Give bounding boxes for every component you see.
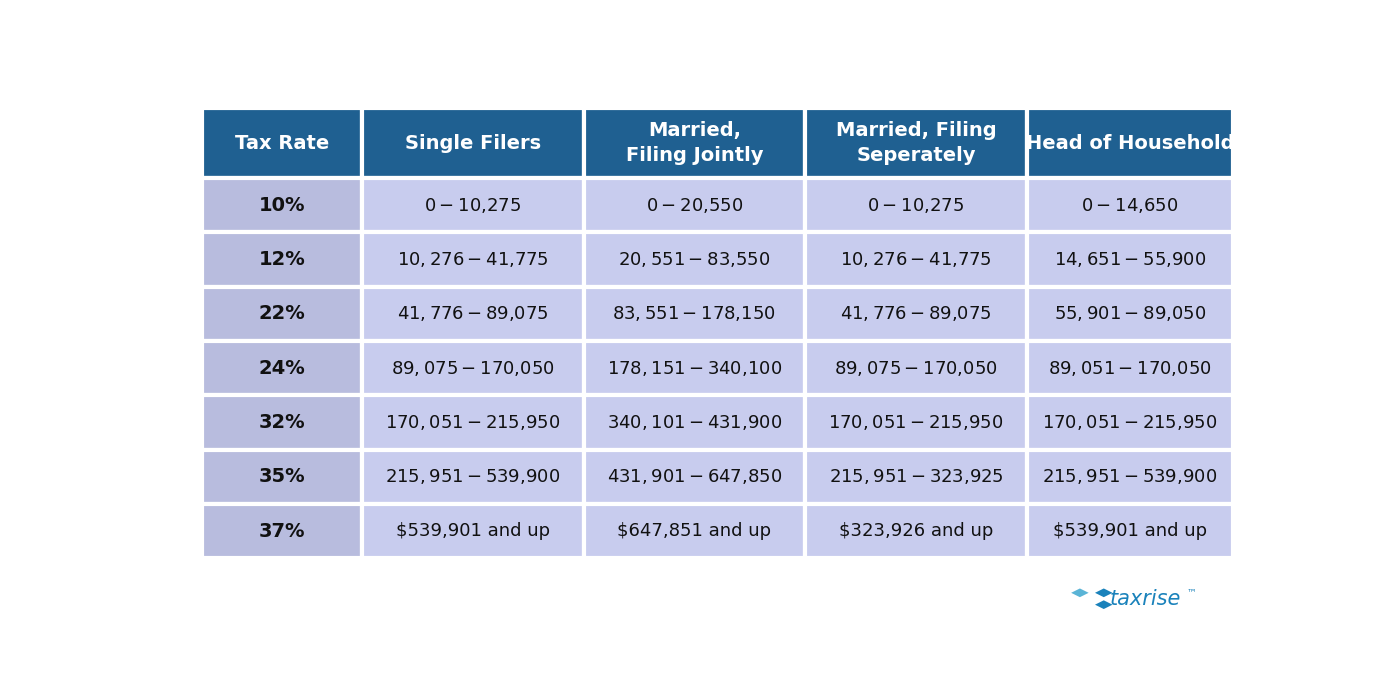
Bar <box>202 395 361 449</box>
Bar <box>805 395 1026 449</box>
Text: $10,276 - $41,775: $10,276 - $41,775 <box>396 250 549 269</box>
Bar <box>361 108 584 178</box>
Text: $178,151 - $340,100: $178,151 - $340,100 <box>606 358 781 378</box>
Text: 32%: 32% <box>259 413 305 432</box>
Polygon shape <box>1095 601 1113 609</box>
Text: $0 - $14,650: $0 - $14,650 <box>1081 196 1179 215</box>
Text: $539,901 and up: $539,901 and up <box>396 522 550 540</box>
Text: $10,276 - $41,775: $10,276 - $41,775 <box>840 250 991 269</box>
Text: 10%: 10% <box>259 196 305 215</box>
Text: 35%: 35% <box>259 468 305 486</box>
Text: $83,551 - $178,150: $83,551 - $178,150 <box>612 304 776 323</box>
Bar <box>1026 341 1233 395</box>
Bar <box>805 287 1026 341</box>
Text: $89,075 - $170,050: $89,075 - $170,050 <box>391 358 554 378</box>
Text: Married,
Filing Jointly: Married, Filing Jointly <box>626 121 763 165</box>
Polygon shape <box>1095 589 1113 597</box>
Bar <box>1026 395 1233 449</box>
Bar <box>202 341 361 395</box>
Text: $89,075 - $170,050: $89,075 - $170,050 <box>834 358 998 378</box>
Bar <box>202 504 361 559</box>
Text: $170,051 - $215,950: $170,051 - $215,950 <box>1042 413 1218 432</box>
Text: $215,951 - $539,900: $215,951 - $539,900 <box>1042 468 1218 486</box>
Text: 24%: 24% <box>259 358 305 378</box>
Text: $431,901 - $647,850: $431,901 - $647,850 <box>606 468 781 486</box>
Bar <box>202 287 361 341</box>
Text: $0 - $20,550: $0 - $20,550 <box>645 196 743 215</box>
Text: $170,051 - $215,950: $170,051 - $215,950 <box>385 413 560 432</box>
Bar <box>584 449 805 504</box>
Bar <box>805 504 1026 559</box>
Bar <box>202 108 361 178</box>
Text: $215,951 - $539,900: $215,951 - $539,900 <box>385 468 560 486</box>
Text: 12%: 12% <box>259 250 305 269</box>
Bar <box>1026 504 1233 559</box>
Text: $41,776 - $89,075: $41,776 - $89,075 <box>396 304 549 323</box>
Bar <box>202 178 361 232</box>
Bar <box>361 341 584 395</box>
Bar <box>584 108 805 178</box>
Bar <box>361 449 584 504</box>
Text: $323,926 and up: $323,926 and up <box>839 522 993 540</box>
Bar <box>361 395 584 449</box>
Bar <box>584 341 805 395</box>
Bar <box>584 395 805 449</box>
Bar <box>805 232 1026 287</box>
Text: Married, Filing
Seperately: Married, Filing Seperately <box>836 121 997 165</box>
Text: $215,951 - $323,925: $215,951 - $323,925 <box>829 468 1004 486</box>
Bar <box>1026 108 1233 178</box>
Bar <box>202 449 361 504</box>
Bar <box>1026 232 1233 287</box>
Bar <box>361 287 584 341</box>
Bar <box>1026 178 1233 232</box>
Text: 37%: 37% <box>259 522 305 540</box>
Bar <box>584 178 805 232</box>
Text: $539,901 and up: $539,901 and up <box>1053 522 1207 540</box>
Text: $89,051 - $170,050: $89,051 - $170,050 <box>1049 358 1211 378</box>
Text: $55,901 - $89,050: $55,901 - $89,050 <box>1054 304 1205 323</box>
Bar <box>361 504 584 559</box>
Text: $647,851 and up: $647,851 and up <box>617 522 771 540</box>
Bar <box>584 287 805 341</box>
Bar <box>361 178 584 232</box>
Text: $0 - $10,275: $0 - $10,275 <box>424 196 521 215</box>
Text: $170,051 - $215,950: $170,051 - $215,950 <box>829 413 1004 432</box>
Text: Head of Household: Head of Household <box>1026 134 1233 153</box>
Text: $0 - $10,275: $0 - $10,275 <box>868 196 965 215</box>
Bar <box>584 232 805 287</box>
Text: Tax Rate: Tax Rate <box>235 134 329 153</box>
Text: Single Filers: Single Filers <box>405 134 540 153</box>
Text: $20,551 - $83,550: $20,551 - $83,550 <box>619 250 770 269</box>
Bar <box>202 232 361 287</box>
Bar <box>805 178 1026 232</box>
Text: ™: ™ <box>1187 587 1197 597</box>
Text: $41,776 - $89,075: $41,776 - $89,075 <box>840 304 991 323</box>
Bar <box>361 232 584 287</box>
Bar <box>584 504 805 559</box>
Bar <box>805 449 1026 504</box>
Polygon shape <box>1071 589 1089 597</box>
Text: 22%: 22% <box>259 304 305 323</box>
Text: taxrise: taxrise <box>1110 589 1182 609</box>
Text: $14,651 - $55,900: $14,651 - $55,900 <box>1054 250 1205 269</box>
Bar <box>1026 287 1233 341</box>
Text: $340,101 - $431,900: $340,101 - $431,900 <box>606 413 781 432</box>
Bar <box>1026 449 1233 504</box>
Bar <box>805 108 1026 178</box>
Bar <box>805 341 1026 395</box>
